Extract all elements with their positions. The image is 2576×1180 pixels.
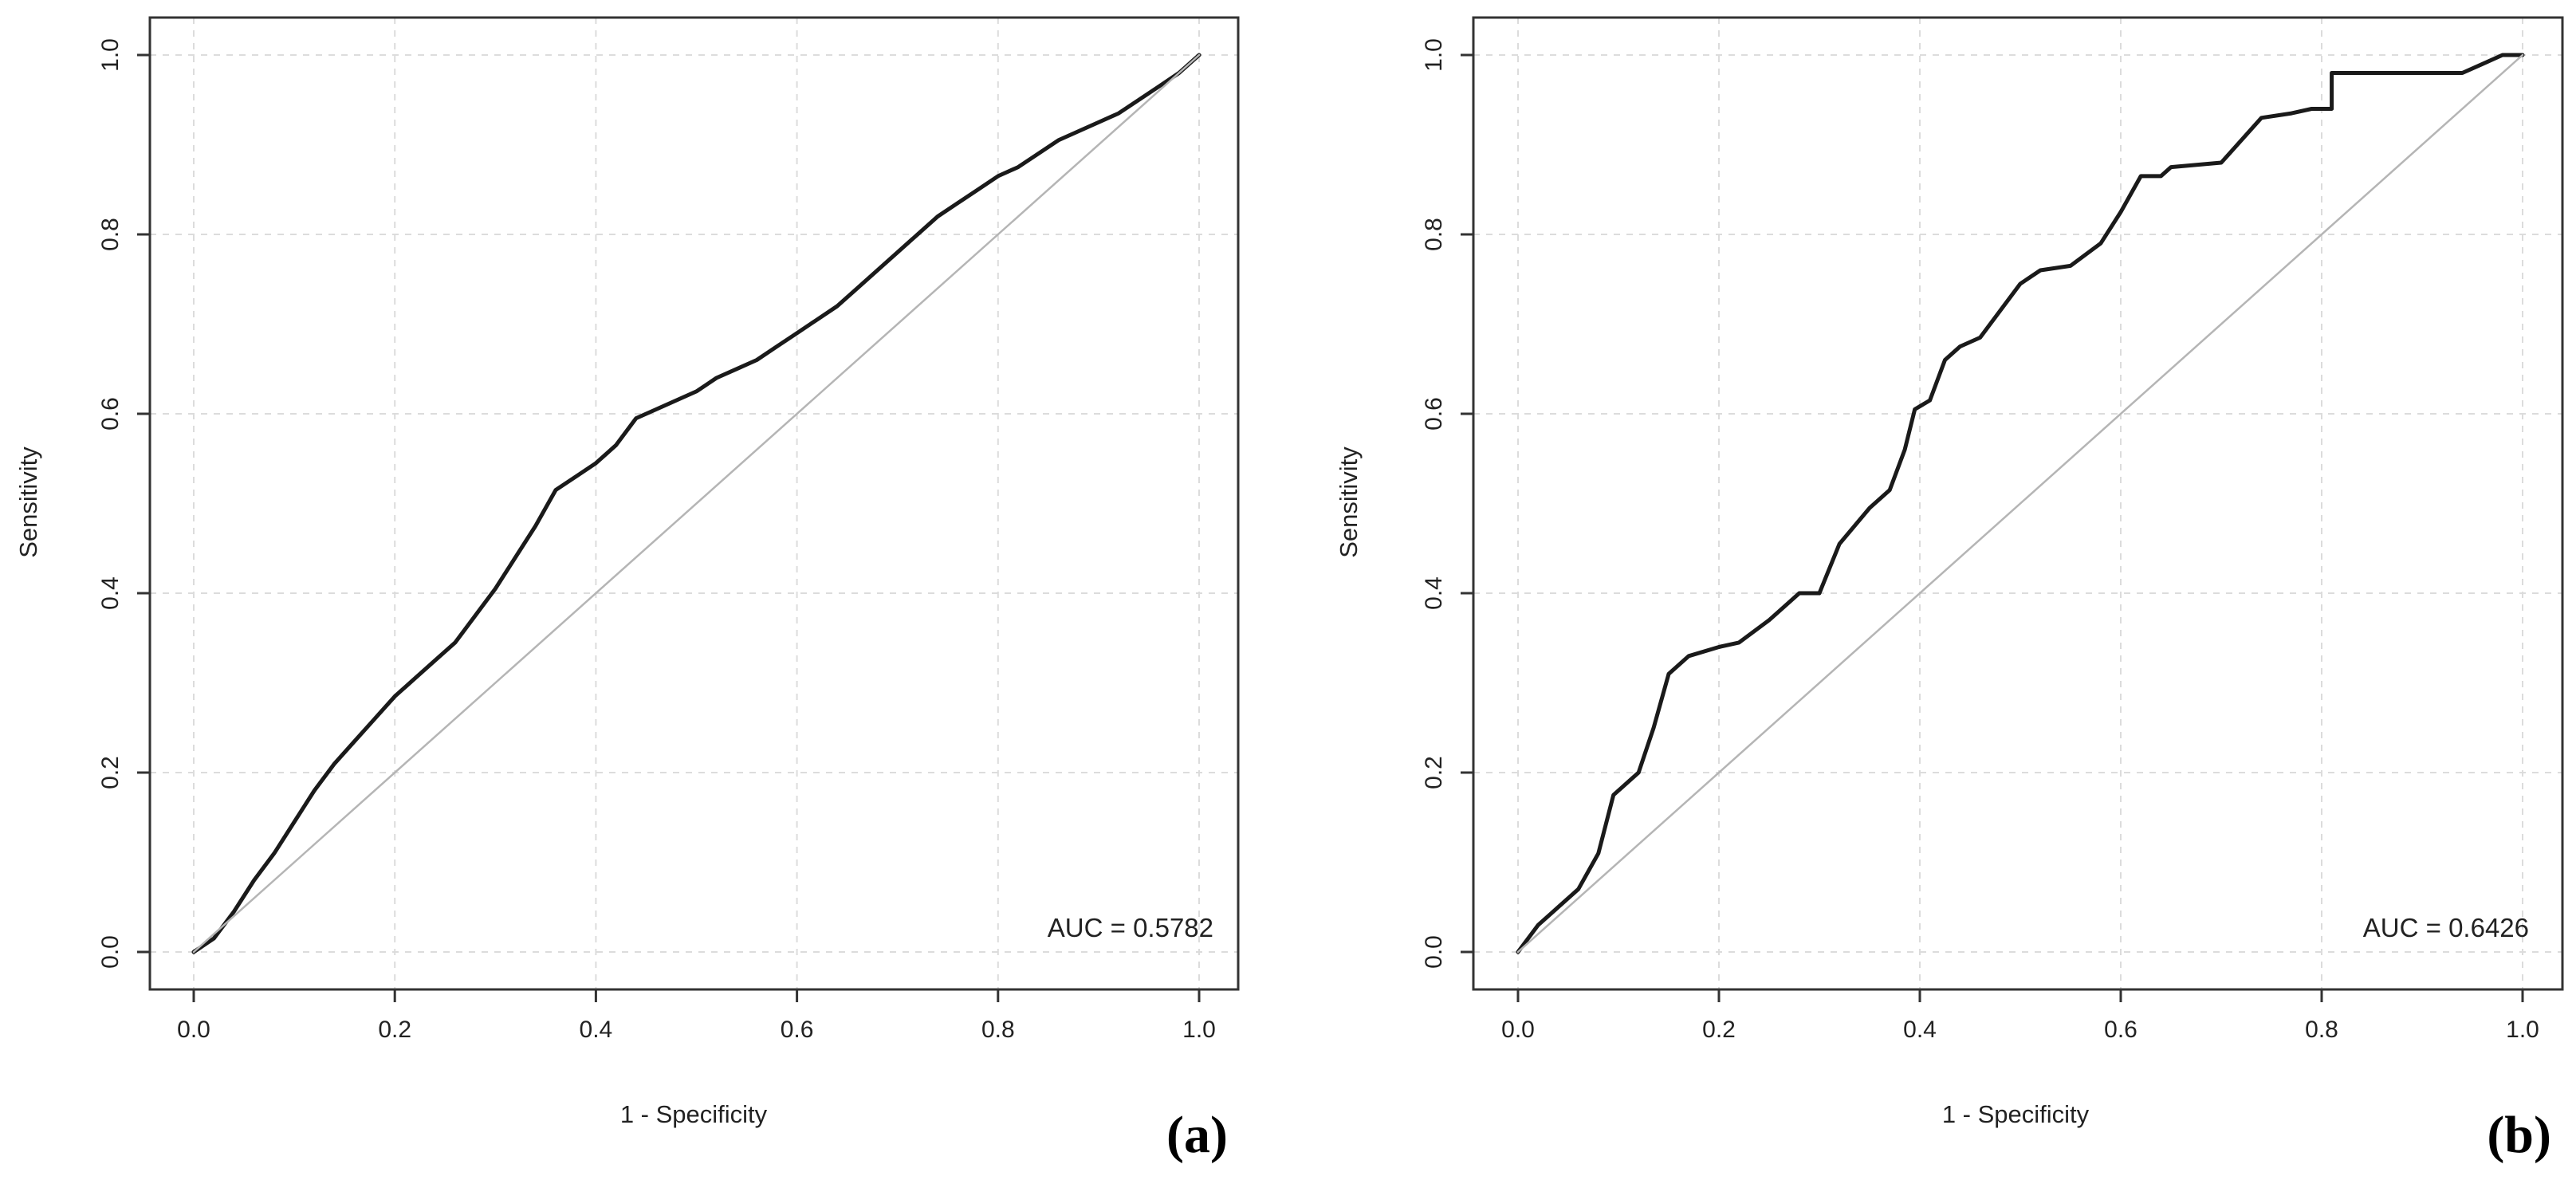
- y-tick-label: 0.4: [97, 576, 124, 610]
- reference-diagonal-line: [1516, 53, 2524, 954]
- grid: [150, 18, 1238, 989]
- roc-panel-a: 0.0 0.2 0.4 0.6 0.8 1.0 0.0 0.2 0.4 0.6 0.8 1.0 AUC …: [14, 16, 1240, 1164]
- x-tick-label: 0.6: [2104, 1017, 2137, 1043]
- x-tick-label: 0.4: [580, 1017, 613, 1043]
- y-axis-title: Sensitivity: [1335, 446, 1363, 558]
- roc-curve-line: [1516, 53, 2525, 954]
- plot-frame: [1472, 16, 2564, 991]
- x-axis-title: 1 - Specificity: [1942, 1100, 2090, 1128]
- y-tick-label: 0.6: [97, 397, 124, 431]
- x-tick-label: 0.4: [1903, 1017, 1937, 1043]
- y-tick-label: 0.6: [1421, 397, 1447, 431]
- y-tick-label: 1.0: [97, 38, 124, 72]
- x-tick-label: 0.2: [1702, 1017, 1736, 1043]
- roc-curve-line: [191, 53, 1201, 954]
- y-tick-label: 1.0: [1421, 38, 1447, 72]
- roc-panel-b: 0.0 0.2 0.4 0.6 0.8 1.0 0.0 0.2 0.4 0.6 0.8 1.0 AUC …: [1335, 16, 2564, 1164]
- y-tick-label: 0.8: [1421, 218, 1447, 251]
- panel-label: (b): [2487, 1106, 2551, 1164]
- y-tick-label: 0.2: [97, 756, 124, 789]
- y-axis-title: Sensitivity: [14, 446, 42, 558]
- grid: [1473, 18, 2562, 989]
- auc-annotation: AUC = 0.6426: [2363, 913, 2529, 942]
- reference-diagonal-line: [192, 53, 1201, 954]
- x-tick-label: 0.2: [378, 1017, 411, 1043]
- x-tick-label: 1.0: [1182, 1017, 1216, 1043]
- panel-label: (a): [1166, 1106, 1228, 1164]
- x-tick-label: 0.8: [2305, 1017, 2338, 1043]
- x-tick-label: 0.0: [177, 1017, 210, 1043]
- y-tick-label: 0.0: [97, 935, 124, 969]
- plot-frame: [148, 16, 1240, 991]
- x-tick-label: 1.0: [2506, 1017, 2539, 1043]
- x-axis-title: 1 - Specificity: [620, 1100, 768, 1128]
- x-tick-label: 0.8: [981, 1017, 1015, 1043]
- y-tick-label: 0.0: [1421, 935, 1447, 969]
- x-tick-label: 0.6: [781, 1017, 814, 1043]
- y-tick-label: 0.8: [97, 218, 124, 251]
- y-tick-label: 0.2: [1421, 756, 1447, 789]
- auc-annotation: AUC = 0.5782: [1048, 913, 1213, 942]
- x-tick-label: 0.0: [1501, 1017, 1535, 1043]
- y-tick-label: 0.4: [1421, 576, 1447, 610]
